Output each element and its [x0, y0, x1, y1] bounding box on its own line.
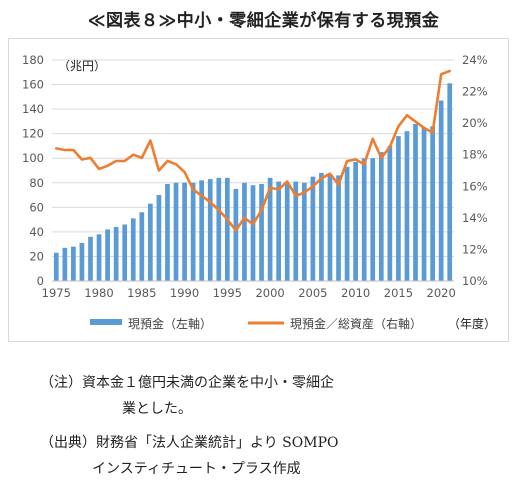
left-axis-unit: （兆円） [58, 59, 106, 73]
legend-label-line: 現預金／総資産（右軸） [290, 316, 422, 331]
bar [301, 182, 307, 281]
chart-title: ≪図表８≫中小・零細企業が保有する現預金 [87, 11, 440, 31]
y-left-tick-label: 140 [22, 102, 44, 116]
y-left-tick-label: 100 [22, 151, 44, 165]
y-right-tick-label: 22% [462, 85, 488, 99]
bar [421, 127, 427, 282]
x-axis-unit: （年度） [448, 316, 496, 331]
x-tick-label: 1980 [84, 286, 113, 300]
y-left-tick-label: 60 [29, 200, 44, 214]
bar [361, 158, 367, 281]
bar [430, 126, 435, 281]
bar [404, 131, 410, 281]
y-right-tick-label: 14% [462, 211, 488, 225]
x-tick-label: 2020 [427, 286, 456, 300]
bar [378, 152, 384, 281]
note-line-1: （注）資本金１億円未満の企業を中小・零細企 [40, 375, 334, 391]
bar [173, 182, 179, 281]
bar [216, 177, 222, 281]
bar [276, 181, 282, 281]
y-left-tick-label: 80 [29, 176, 44, 190]
bar [53, 252, 59, 281]
bar [250, 185, 256, 281]
source-line-1: （出典）財務省「法人企業統計」より SOMPO [40, 435, 339, 451]
y-right-tick-label: 24% [462, 53, 488, 67]
bar [156, 195, 162, 281]
y-left-tick-label: 180 [22, 53, 44, 67]
bar [259, 184, 264, 281]
x-tick-label: 2005 [298, 286, 327, 300]
bar [96, 234, 102, 281]
bar [224, 177, 230, 281]
y-right-tick-label: 12% [462, 242, 488, 256]
y-right-tick-label: 16% [462, 179, 488, 193]
y-right-tick-label: 10% [462, 274, 488, 288]
legend-swatch-bar [90, 319, 122, 325]
y-left-tick-label: 0 [37, 274, 44, 288]
bar [130, 218, 136, 281]
bar [447, 83, 453, 281]
bar [396, 136, 401, 281]
bar [139, 212, 145, 281]
bar [327, 174, 333, 281]
bar [413, 123, 418, 281]
y-right-tick-label: 20% [462, 116, 488, 130]
chart-area [8, 38, 509, 342]
bar [105, 229, 110, 281]
bar [310, 176, 316, 281]
bar [242, 182, 247, 281]
y-left-tick-label: 40 [29, 225, 44, 239]
bar [88, 236, 93, 281]
bar [113, 226, 119, 281]
x-tick-label: 1975 [42, 286, 71, 300]
combo-chart: 0 20 40 60 80 100 120 140 160 180 10% 12% 14% 16% 18% 2… [22, 53, 496, 331]
bar [353, 161, 358, 281]
x-tick-label: 1985 [127, 286, 156, 300]
bar [336, 175, 341, 281]
x-tick-label: 2010 [341, 286, 370, 300]
bar [387, 145, 393, 281]
x-tick-label: 2015 [384, 286, 413, 300]
y-right-tick-label: 18% [462, 148, 488, 162]
x-tick-label: 1995 [213, 286, 242, 300]
bar [319, 172, 324, 281]
bar [122, 224, 128, 281]
bar [233, 188, 239, 281]
legend-label-bar: 現預金（左軸） [128, 316, 212, 331]
bar [284, 182, 290, 281]
y-left-tick-label: 120 [22, 127, 44, 141]
x-tick-label: 2000 [255, 286, 284, 300]
bar [165, 184, 170, 281]
bar [267, 177, 273, 281]
x-tick-label: 1990 [170, 286, 199, 300]
bar [190, 182, 196, 281]
ratio-line [54, 69, 452, 232]
y-left-tick-label: 160 [22, 78, 44, 92]
bar [370, 158, 376, 281]
bar [79, 242, 85, 281]
y-left-tick-label: 20 [29, 249, 44, 263]
source-line-2: インスティチュート・プラス作成 [92, 461, 301, 477]
bar [148, 203, 153, 281]
bar [438, 100, 444, 282]
bar [293, 181, 299, 281]
bar [207, 179, 213, 281]
bar [62, 247, 68, 281]
note-line-2: 業とした。 [122, 401, 192, 417]
bar [199, 180, 205, 281]
bar [344, 166, 350, 281]
bar [71, 246, 76, 281]
bar [182, 182, 187, 281]
